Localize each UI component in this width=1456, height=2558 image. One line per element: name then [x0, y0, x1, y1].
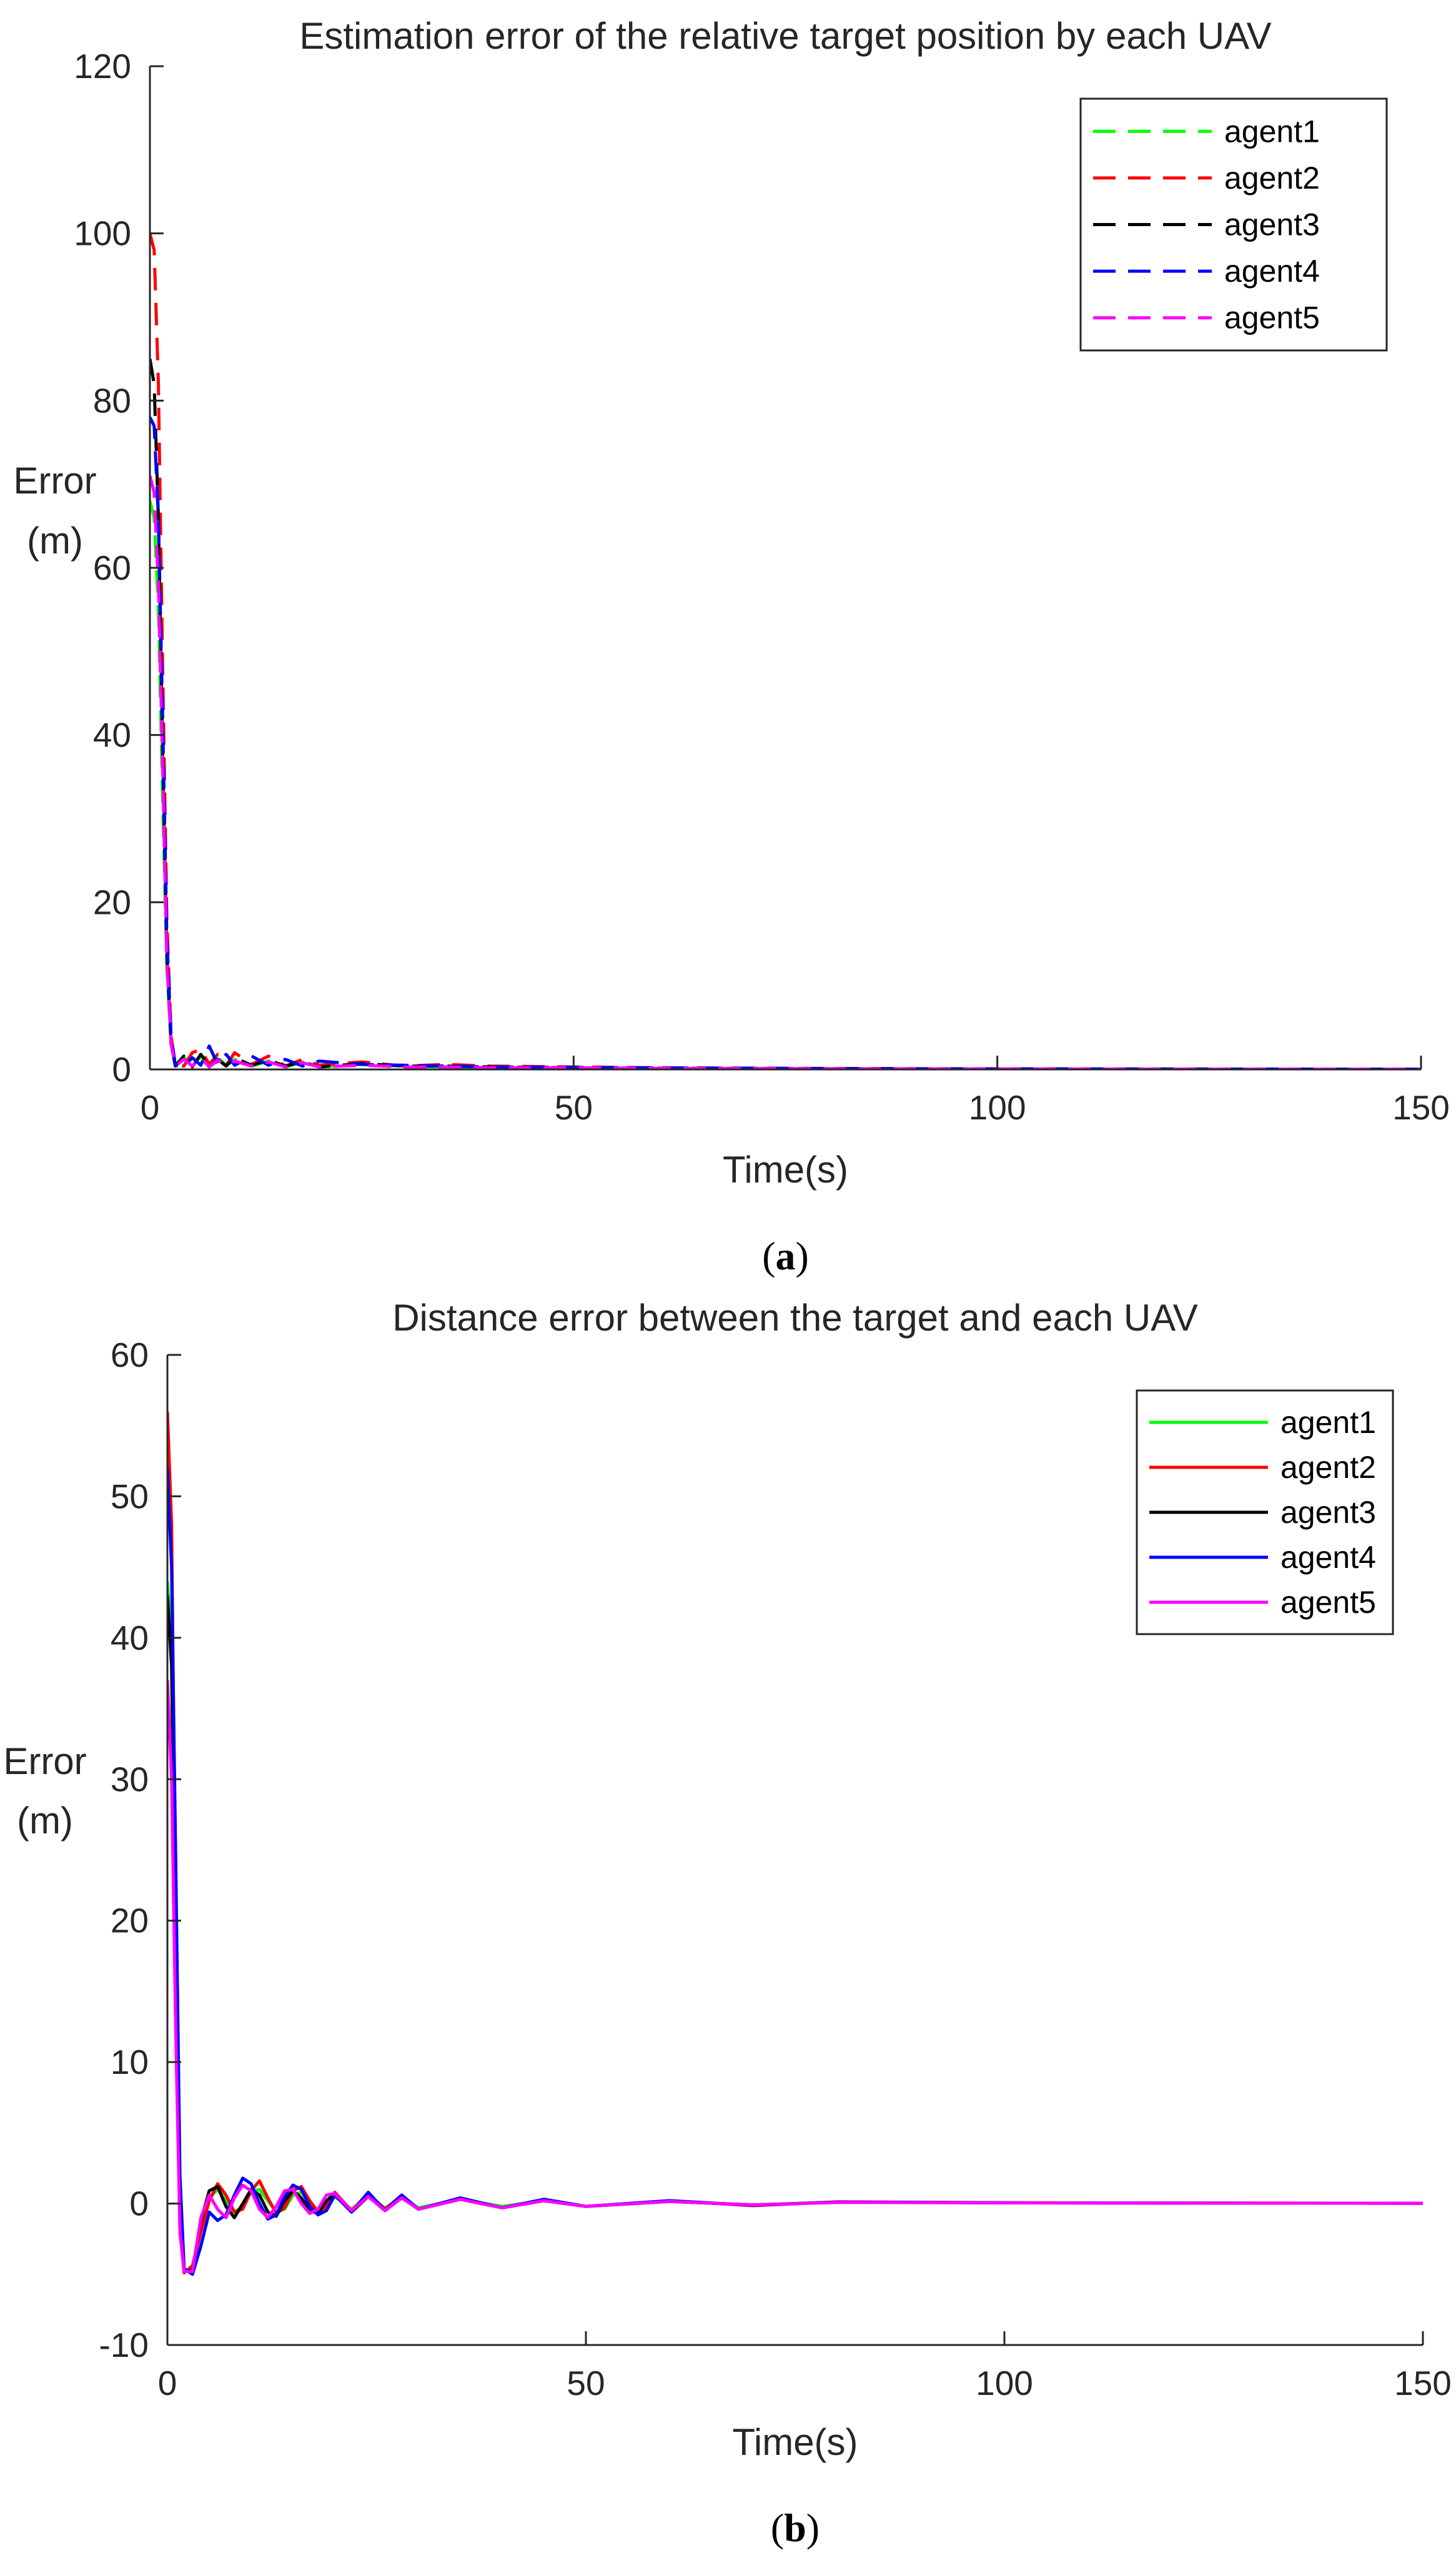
legend-entry-agent1: agent1	[1224, 114, 1320, 149]
series-line-agent5	[167, 1680, 1423, 2273]
y-tick-label: 10	[111, 2043, 149, 2081]
panel-label: (a)	[762, 1234, 809, 1278]
chart-panel-b: Distance error between the target and ea…	[3, 1297, 1452, 2550]
panel-label-letter: a	[776, 1234, 796, 1278]
legend-entry-agent5: agent5	[1224, 300, 1320, 335]
legend: agent1 agent2 agent3 agent4 agent5	[1079, 97, 1388, 352]
legend-entry-agent3: agent3	[1224, 207, 1320, 242]
y-tick-label: 60	[93, 548, 131, 587]
y-tick-label: 30	[111, 1760, 149, 1798]
panel-label-letter: b	[784, 2506, 806, 2550]
panel-label-open: (	[771, 2506, 784, 2550]
panel-label-close: )	[806, 2506, 820, 2550]
y-tick-label: 40	[93, 716, 131, 755]
legend-entry-agent2: agent2	[1280, 1450, 1376, 1485]
y-tick-label: 120	[74, 47, 131, 86]
x-axis-label: Time(s)	[732, 2421, 858, 2463]
x-tick-label: 100	[976, 2364, 1033, 2402]
y-tick-label: 60	[111, 1336, 149, 1374]
legend-entry-agent5: agent5	[1280, 1585, 1376, 1620]
x-tick-label: 100	[969, 1088, 1026, 1127]
y-tick-label: 50	[111, 1477, 149, 1515]
legend-entry-agent4: agent4	[1224, 254, 1320, 289]
panel-label: (b)	[771, 2506, 820, 2550]
y-tick-label: 20	[93, 883, 131, 921]
x-tick-label: 50	[555, 1088, 593, 1127]
x-tick-label: 0	[158, 2364, 177, 2402]
chart-panel-a: Estimation error of the relative target …	[13, 15, 1450, 1278]
series-line-agent5	[150, 475, 1421, 1069]
panel-label-close: )	[796, 1234, 809, 1278]
legend: agent1 agent2 agent3 agent4 agent5	[1136, 1389, 1394, 1635]
y-tick-label: -10	[99, 2326, 149, 2364]
series-line-agent4	[150, 416, 1421, 1069]
series-group	[150, 233, 1421, 1069]
legend-entry-agent2: agent2	[1224, 161, 1320, 196]
y-tick-label: 40	[111, 1619, 149, 1657]
y-tick-label: 100	[74, 214, 131, 253]
y-tick-label: 20	[111, 1901, 149, 1940]
x-tick-label: 0	[141, 1088, 160, 1127]
panel-label-open: (	[762, 1234, 775, 1278]
y-axis-label: Error	[3, 1740, 86, 1782]
legend-entry-agent3: agent3	[1280, 1495, 1376, 1530]
legend-entry-agent4: agent4	[1280, 1540, 1376, 1575]
y-tick-label: 80	[93, 381, 131, 420]
legend-entry-agent1: agent1	[1280, 1405, 1376, 1440]
chart-title: Estimation error of the relative target …	[299, 15, 1271, 57]
series-group	[167, 1411, 1423, 2276]
y-tick-label: 0	[112, 1050, 131, 1089]
x-tick-label: 50	[567, 2364, 605, 2402]
x-tick-label: 150	[1394, 2364, 1452, 2402]
y-tick-label: 0	[129, 2184, 149, 2223]
x-axis-label: Time(s)	[723, 1149, 848, 1191]
y-axis-label: Error	[13, 460, 96, 502]
chart-title: Distance error between the target and ea…	[392, 1297, 1198, 1339]
x-tick-label: 150	[1392, 1088, 1450, 1127]
y-axis-unit-label: (m)	[17, 1800, 73, 1842]
y-axis-unit-label: (m)	[27, 520, 83, 562]
